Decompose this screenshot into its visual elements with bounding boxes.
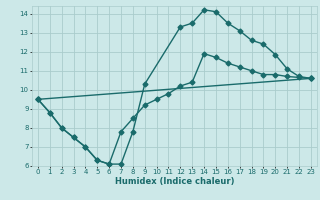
X-axis label: Humidex (Indice chaleur): Humidex (Indice chaleur) xyxy=(115,177,234,186)
